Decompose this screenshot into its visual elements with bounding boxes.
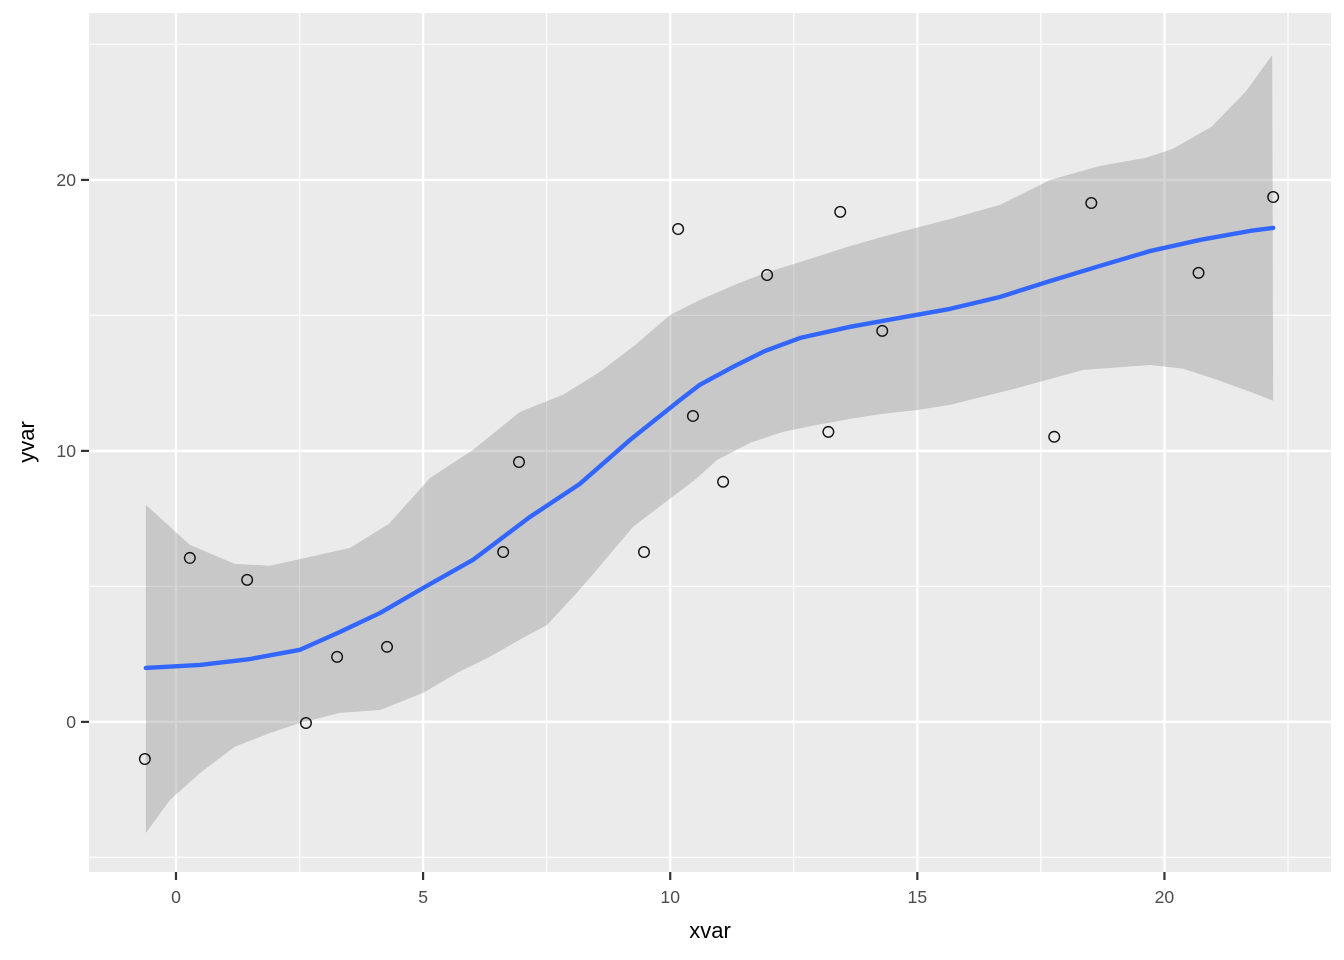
minor-gridlines [89,13,1331,872]
data-point [381,640,394,653]
major-gridlines [89,13,1331,872]
data-point [761,269,774,282]
y-tick-label: 20 [56,170,76,190]
data-point [672,222,685,235]
confidence-band [145,55,1274,833]
data-point [241,573,254,586]
loess-curve [143,225,1276,671]
data-point [1192,266,1205,279]
axis-ticks [81,178,1166,880]
data-point [497,545,510,558]
x-tick-label: 10 [660,887,680,907]
y-tick-label: 10 [56,441,76,461]
panel-background [89,13,1331,872]
x-tick-label: 5 [418,887,428,907]
data-point [1085,196,1098,209]
x-tick-label: 0 [171,887,181,907]
confidence-ribbon [145,55,1274,833]
data-point [1267,190,1280,203]
x-tick-label: 15 [908,887,928,907]
data-point [686,409,699,422]
x-tick-label: 20 [1155,887,1175,907]
y-axis-title: yvar [14,421,39,463]
data-point [512,456,525,469]
data-point [717,475,730,488]
data-point [834,205,847,218]
data-point [331,650,344,663]
data-point [138,753,151,766]
data-point [1048,430,1061,443]
data-point [183,551,196,564]
data-point [822,425,835,438]
axis-tick-labels: 0 5 10 15 20 0 10 20 [56,170,1174,907]
data-point [638,545,651,558]
data-points [138,190,1280,766]
y-tick-label: 0 [66,712,76,732]
data-point [299,716,312,729]
smooth-line [143,225,1276,671]
data-point [876,324,889,337]
x-axis-title: xvar [689,918,731,943]
